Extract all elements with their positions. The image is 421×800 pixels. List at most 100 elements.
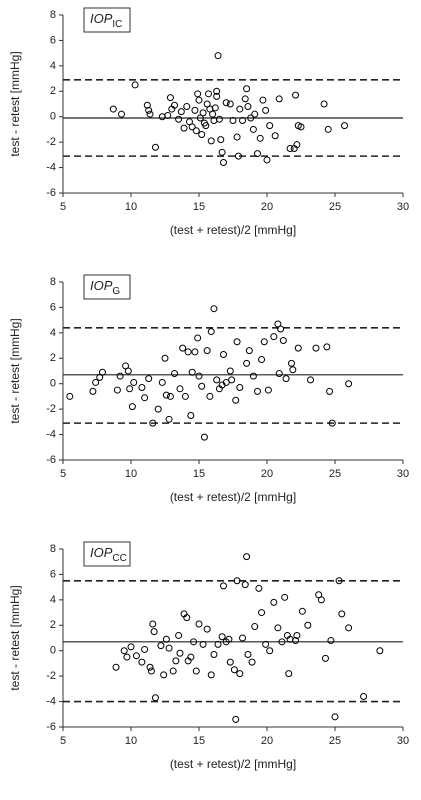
point — [266, 647, 274, 655]
y-tick-label: 6 — [50, 568, 56, 580]
point — [162, 391, 170, 399]
x-tick-label: 10 — [125, 735, 137, 747]
point — [251, 623, 259, 631]
point — [217, 136, 225, 144]
x-tick-label: 15 — [193, 735, 205, 747]
y-tick-label: -6 — [46, 454, 56, 466]
point — [262, 106, 270, 114]
point — [266, 122, 274, 130]
point — [138, 384, 146, 392]
point — [277, 325, 285, 333]
point — [203, 625, 211, 633]
point — [262, 640, 270, 648]
y-tick-label: -6 — [46, 187, 56, 199]
point — [233, 577, 241, 585]
point — [199, 640, 207, 648]
point — [278, 638, 286, 646]
point — [130, 378, 138, 386]
point — [146, 663, 154, 671]
y-tick-label: 0 — [50, 111, 56, 123]
point — [279, 336, 287, 344]
x-tick-label: 5 — [60, 468, 66, 480]
point — [188, 123, 196, 131]
point — [131, 81, 139, 89]
point — [245, 347, 253, 355]
point — [248, 658, 256, 666]
y-axis-label: test - retest [mmHg] — [8, 585, 22, 690]
point — [143, 101, 151, 109]
y-tick-label: 2 — [50, 619, 56, 631]
x-tick-label: 10 — [125, 468, 137, 480]
point — [236, 384, 244, 392]
y-tick-label: 0 — [50, 645, 56, 657]
point — [158, 113, 166, 121]
y-tick-label: -6 — [46, 721, 56, 733]
point — [239, 634, 247, 642]
point — [376, 647, 384, 655]
point — [251, 110, 259, 118]
point — [286, 145, 294, 152]
y-tick-label: 8 — [50, 9, 56, 21]
y-tick-label: 4 — [50, 327, 56, 339]
point — [328, 419, 336, 427]
point — [335, 577, 343, 585]
point — [207, 328, 215, 336]
point — [147, 667, 155, 675]
point — [151, 694, 159, 702]
point — [180, 124, 188, 132]
point — [323, 343, 331, 351]
point — [260, 338, 268, 346]
point — [317, 596, 325, 604]
point — [158, 378, 166, 386]
x-tick-label: 20 — [261, 468, 273, 480]
x-tick-label: 30 — [397, 735, 409, 747]
point — [145, 106, 153, 114]
point — [249, 125, 257, 133]
x-tick-label: 20 — [261, 735, 273, 747]
point — [345, 380, 353, 388]
point — [222, 99, 230, 107]
point — [203, 347, 211, 355]
x-tick-label: 15 — [193, 468, 205, 480]
point — [285, 670, 293, 678]
panel-label-main: IOP — [90, 11, 113, 26]
panel-label: IOPG — [90, 278, 120, 296]
panel: -6 -4 -2 0 2 4 6 8 5 10 15 20 25 30 (test + retest)/2 … — [8, 541, 409, 771]
y-tick-label: -4 — [46, 161, 56, 173]
panel-label-sub: IC — [112, 19, 122, 30]
point — [255, 584, 263, 592]
point — [282, 375, 290, 383]
point — [169, 667, 177, 675]
x-tick-label: 20 — [261, 201, 273, 213]
y-tick-label: -4 — [46, 428, 56, 440]
point — [228, 376, 236, 384]
point — [214, 640, 222, 648]
point — [297, 123, 305, 131]
point — [192, 667, 200, 675]
point — [239, 117, 247, 125]
point — [331, 713, 339, 721]
point — [312, 344, 320, 352]
point — [218, 148, 226, 156]
point — [307, 376, 315, 384]
point — [253, 150, 261, 158]
point — [274, 624, 282, 632]
point — [183, 614, 191, 622]
point — [360, 692, 368, 700]
point — [195, 620, 203, 628]
x-tick-label: 25 — [329, 201, 341, 213]
panel-label: IOPCC — [90, 545, 127, 563]
point — [175, 115, 183, 123]
point — [244, 103, 252, 111]
y-tick-label: 8 — [50, 276, 56, 288]
point — [199, 109, 207, 117]
point — [141, 645, 149, 653]
point — [244, 651, 252, 659]
y-tick-label: 4 — [50, 60, 56, 72]
y-tick-label: -2 — [46, 136, 56, 148]
point — [141, 394, 149, 402]
point — [256, 134, 264, 142]
point — [292, 91, 300, 99]
y-tick-label: -4 — [46, 695, 56, 707]
